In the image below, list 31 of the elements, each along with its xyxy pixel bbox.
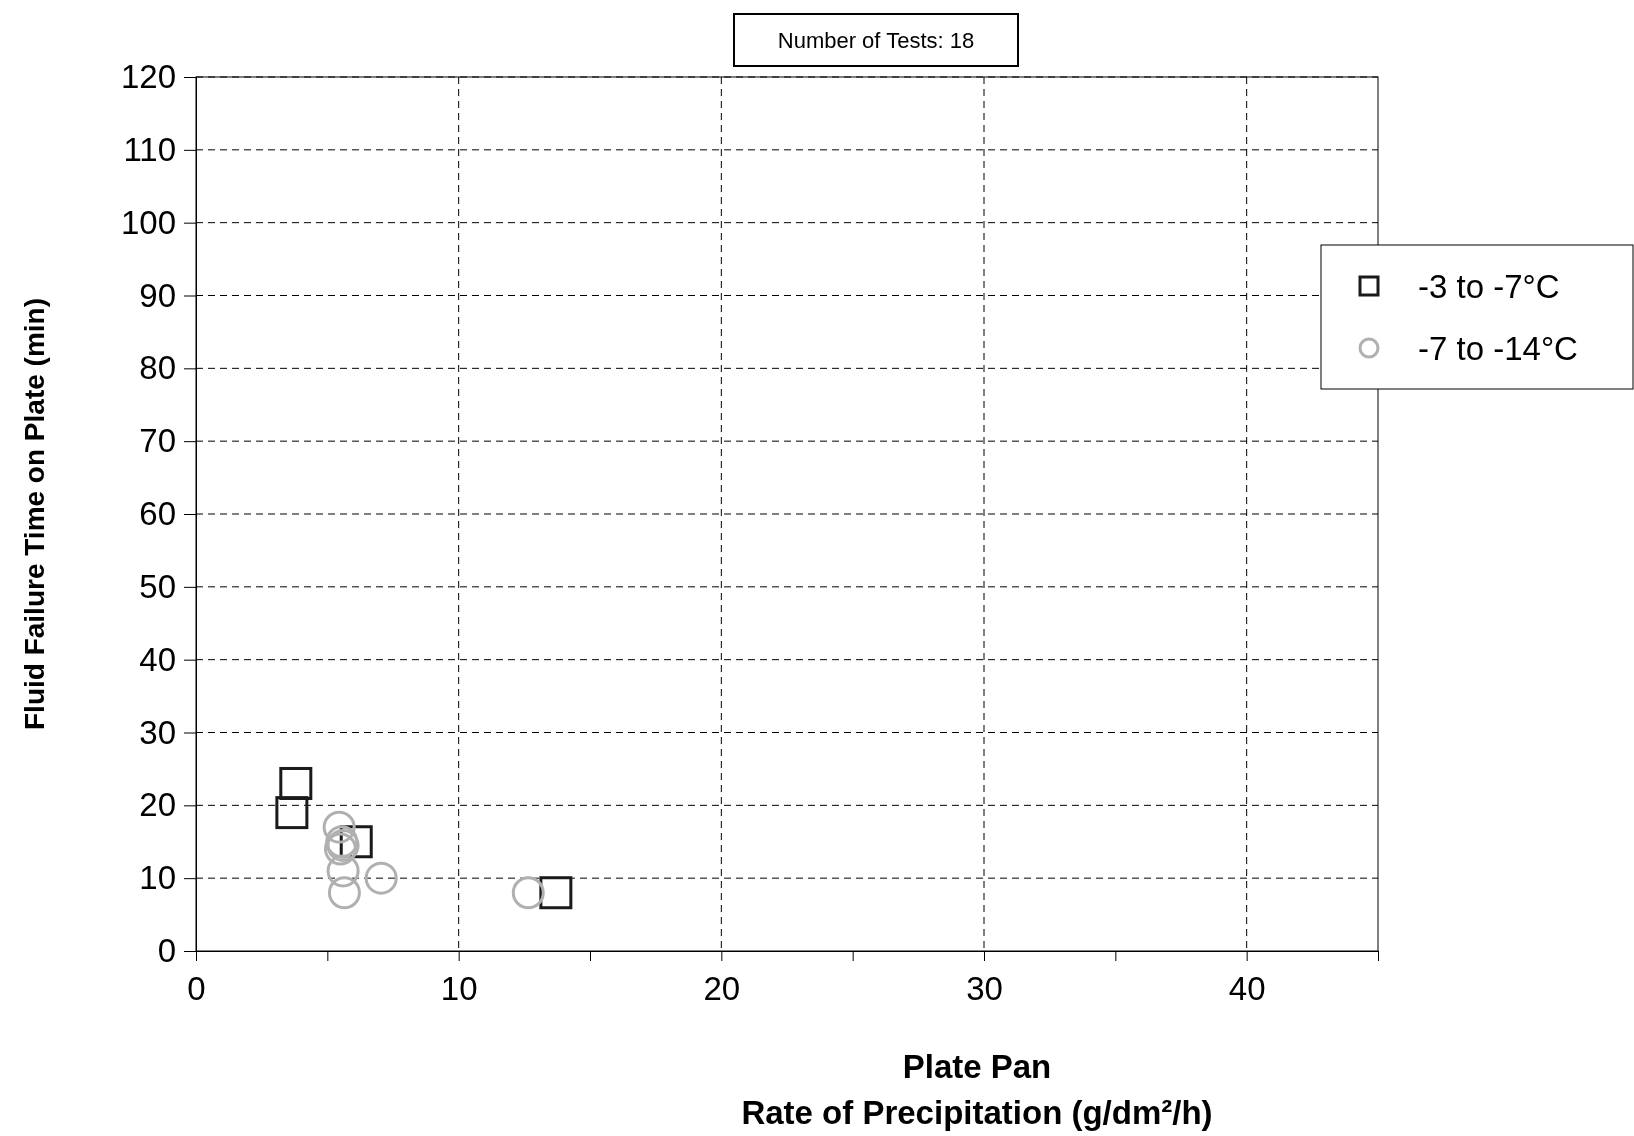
- point: [327, 876, 361, 910]
- y-tick-label: 30: [139, 713, 176, 751]
- y-tick-label: 120: [120, 58, 176, 96]
- chart-title: Number of Tests: 18: [777, 28, 975, 53]
- y-axis-title: Fluid Failure Time on Plate (min): [19, 298, 50, 730]
- point: [364, 861, 398, 895]
- x-tick-label: 20: [703, 970, 741, 1008]
- x-axis-title: Plate Pan Rate of Precipitation (g/dm²/h): [741, 1048, 1213, 1131]
- x-tick-label: 10: [440, 970, 478, 1008]
- point: [539, 876, 573, 910]
- y-tick-label: 100: [120, 203, 176, 241]
- point: [322, 810, 356, 844]
- point: [279, 766, 313, 800]
- x-tick-label: 40: [1228, 970, 1266, 1008]
- legend-label: -7 to -14°C: [1418, 330, 1578, 367]
- y-tick-label: 40: [139, 640, 176, 678]
- y-tick-label: 110: [123, 130, 176, 168]
- x-tick-label: 0: [187, 970, 206, 1008]
- x-tick-label: 30: [966, 970, 1003, 1008]
- point: [511, 876, 545, 910]
- y-tick-label: 90: [139, 276, 176, 314]
- y-tick-label: 10: [139, 859, 176, 897]
- y-tick-label: 80: [139, 349, 176, 387]
- point: [326, 854, 360, 888]
- y-tick-label: 70: [139, 422, 176, 460]
- y-tick-label: 50: [139, 567, 176, 605]
- legend-label: -3 to -7°C: [1418, 268, 1560, 305]
- y-tick-label: 0: [157, 932, 176, 970]
- y-tick-label: 20: [139, 786, 176, 824]
- y-tick-label: 60: [139, 495, 176, 533]
- point: [275, 796, 309, 830]
